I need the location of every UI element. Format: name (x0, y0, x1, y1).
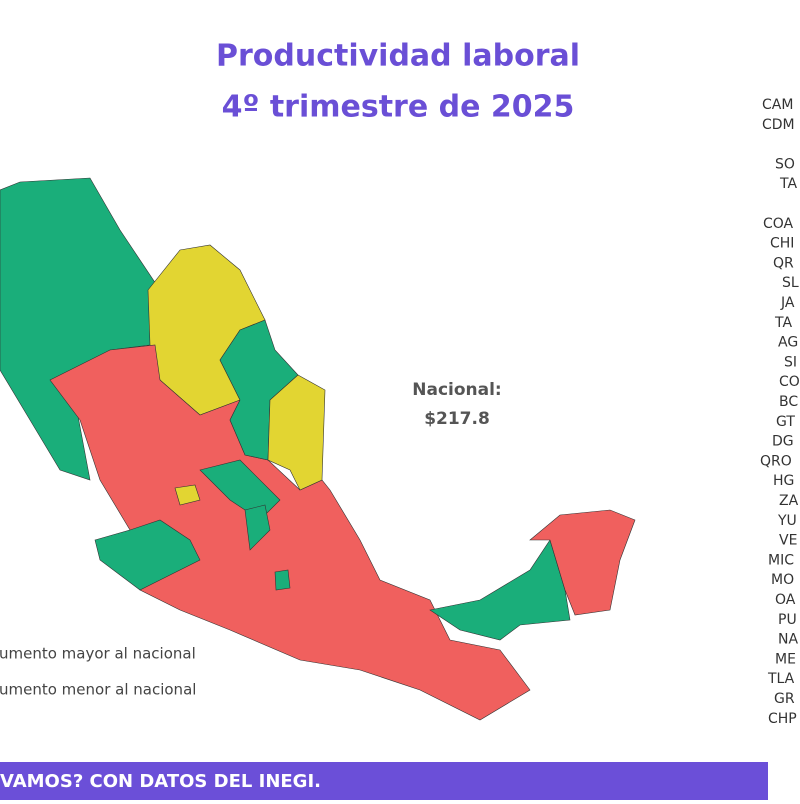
state-label: DG (772, 434, 794, 450)
title-line: Productividad laboral (216, 39, 580, 74)
map (0, 177, 636, 721)
state-label: BC (779, 394, 798, 410)
region (429, 539, 571, 641)
title-line: 4º trimestre de 2025 (222, 90, 575, 125)
state-label: TLA (767, 671, 795, 687)
region (274, 569, 291, 591)
state-label: CHI (770, 236, 794, 252)
legend: umento mayor al nacional umento menor al … (0, 645, 196, 699)
state-label: QRO (760, 453, 792, 469)
state-label: PU (778, 612, 797, 628)
national-value: $217.8 (424, 409, 490, 429)
state-label: ME (775, 651, 796, 667)
state-label: SI (784, 354, 797, 370)
state-label: AG (778, 335, 798, 351)
state-label: GR (774, 691, 795, 707)
state-label: JA (780, 295, 795, 311)
state-label: CDM (762, 117, 795, 133)
state-label: SL (782, 275, 799, 291)
state-label: TA (779, 176, 797, 192)
state-label: SO (775, 156, 795, 172)
state-label: YU (777, 513, 797, 529)
state-label: MIC (768, 552, 794, 568)
state-label: CO (779, 374, 800, 390)
state-label: COA (763, 216, 794, 232)
region (94, 519, 201, 591)
state-label: MO (771, 572, 794, 588)
state-label: TA (774, 315, 792, 331)
state-label: CAM (762, 97, 793, 113)
state-label: CHP (768, 711, 797, 727)
region (529, 509, 636, 616)
region (174, 484, 201, 506)
state-label: VE (779, 533, 797, 549)
national-label: Nacional: (412, 380, 501, 400)
state-label: ZA (779, 493, 799, 509)
state-list: CAMCDMNSOTABCOACHIQRSLJATAAGSICOBCGTDGQR… (760, 97, 800, 727)
region (199, 459, 281, 521)
state-label: QR (773, 255, 794, 271)
footer-bar (0, 762, 768, 800)
footer-text: VAMOS? CON DATOS DEL INEGI. (0, 771, 321, 792)
legend-label: umento mayor al nacional (0, 645, 196, 663)
state-label: NA (778, 632, 798, 648)
state-label: GT (776, 414, 795, 430)
legend-label: umento menor al nacional (0, 681, 196, 699)
state-label: OA (775, 592, 796, 608)
region (244, 504, 271, 551)
state-label: HG (773, 473, 794, 489)
region (267, 374, 326, 491)
